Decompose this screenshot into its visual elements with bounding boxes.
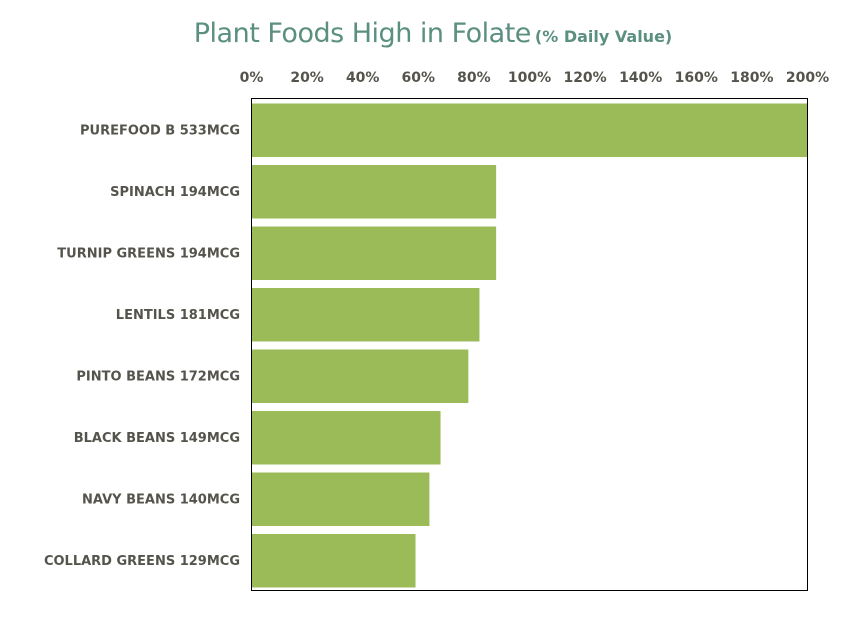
bar	[251, 103, 808, 158]
category-label: NAVY BEANS 140MCG	[82, 492, 240, 507]
category-label: BLACK BEANS 149MCG	[74, 431, 240, 446]
x-tick-label: 120%	[563, 70, 606, 86]
x-tick-label: 160%	[675, 70, 718, 86]
bar	[251, 226, 497, 281]
bars	[251, 103, 808, 588]
category-label: SPINACH 194MCG	[110, 185, 240, 200]
bar	[251, 287, 480, 342]
bar	[251, 472, 430, 527]
bar	[251, 410, 441, 465]
chart-title-main: Plant Foods High in Folate	[193, 18, 532, 49]
category-label: TURNIP GREENS 194MCG	[57, 246, 240, 261]
category-labels: PUREFOOD B 533MCG SPINACH 194MCG TURNIP GR…	[44, 123, 240, 569]
x-tick-label: 140%	[619, 70, 662, 86]
bar	[251, 533, 416, 588]
x-tick-label: 180%	[730, 70, 773, 86]
category-label: LENTILS 181MCG	[116, 308, 240, 323]
x-tick-label: 200%	[786, 70, 829, 86]
category-label: PUREFOOD B 533MCG	[80, 123, 240, 138]
category-label: COLLARD GREENS 129MCG	[44, 554, 240, 569]
x-tick-label: 20%	[290, 70, 324, 86]
x-tick-label: 40%	[346, 70, 380, 86]
x-tick-label: 100%	[508, 70, 551, 86]
category-label: PINTO BEANS 172MCG	[76, 369, 240, 384]
x-tick-label: 60%	[402, 70, 436, 86]
x-tick-label: 80%	[457, 70, 491, 86]
bar	[251, 349, 469, 404]
bar	[251, 164, 497, 219]
chart-subtitle: (% Daily Value)	[534, 27, 673, 46]
chart-title: Plant Foods High in Folate (% Daily Value…	[0, 18, 866, 49]
plot-area-frame	[251, 98, 808, 591]
x-tick-label: 0%	[240, 70, 264, 86]
x-axis-ticks: 0% 20% 40% 60% 80% 100% 120% 140% 160% 180% 200%	[240, 70, 830, 86]
